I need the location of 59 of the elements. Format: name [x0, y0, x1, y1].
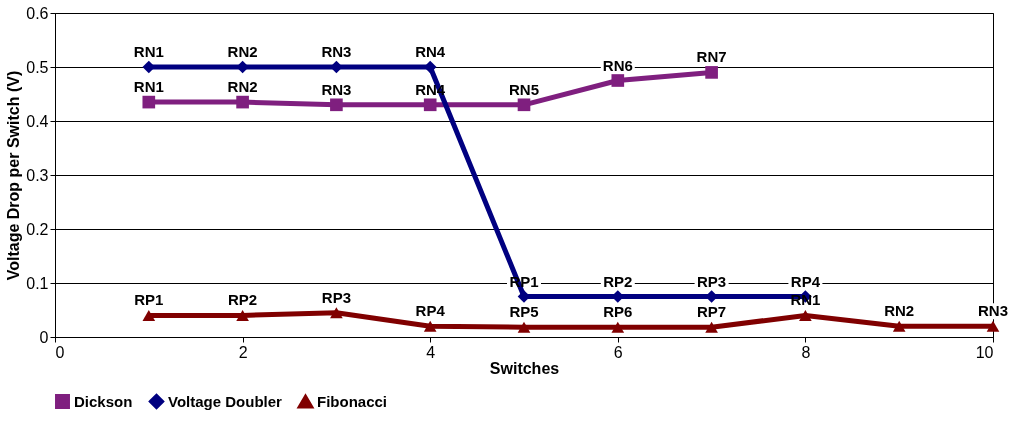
point: [705, 66, 718, 79]
point: [330, 60, 343, 74]
x-tick-label: 8: [801, 343, 811, 361]
annotation: RP1: [134, 291, 164, 309]
legend-label: Fibonacci: [317, 392, 388, 410]
point: [799, 309, 812, 321]
annotation: RP4: [790, 272, 821, 290]
point: [236, 95, 249, 109]
point: [517, 98, 531, 112]
x-tick-label: 10: [975, 343, 994, 361]
point: [611, 74, 625, 87]
annotation: RP4: [415, 302, 446, 320]
legend-label: Dickson: [74, 392, 133, 410]
point: [236, 60, 249, 74]
point: [423, 320, 437, 332]
y-tick-label: 0.5: [26, 58, 49, 76]
annotation: RP3: [697, 272, 727, 290]
annotation: RP5: [509, 303, 539, 321]
annotation: RP2: [603, 272, 633, 290]
annotation: RN3: [321, 80, 352, 98]
point: [142, 309, 156, 321]
y-tick-label: 0.3: [26, 166, 49, 184]
annotation: RN2: [227, 43, 258, 60]
annotation: RN2: [227, 78, 258, 96]
annotation: RN2: [884, 302, 915, 320]
point: [705, 321, 718, 333]
point: [330, 307, 343, 319]
x-axis-title: Switches: [489, 359, 560, 377]
x-tick-label: 6: [613, 343, 623, 361]
x-tick-label: 4: [426, 343, 436, 361]
annotation: RP2: [228, 291, 258, 309]
point: [142, 95, 156, 109]
x-tick-label: 2: [238, 343, 248, 361]
legend-label: Voltage Doubler: [168, 392, 283, 410]
annotation: RP7: [697, 303, 727, 321]
annotation: RN7: [696, 48, 727, 66]
point: [517, 321, 531, 333]
annotation: RN3: [321, 43, 352, 60]
annotation: RN6: [602, 56, 633, 74]
y-tick-label: 0.4: [26, 112, 49, 130]
point: [611, 321, 625, 333]
y-tick-label: 0: [39, 328, 49, 346]
annotation: RP6: [603, 303, 633, 321]
y-tick-label: 0.1: [26, 274, 49, 292]
annotation: RN4: [415, 43, 446, 60]
y-tick-label: 0.2: [26, 220, 49, 238]
point: [986, 320, 1000, 332]
annotation: RN1: [133, 43, 164, 60]
x-tick-label: 0: [55, 343, 65, 361]
point: [892, 320, 906, 332]
annotation: RN1: [133, 78, 164, 96]
annotation: RN5: [508, 80, 540, 98]
annotation: RP3: [321, 288, 351, 306]
y-tick-label: 0.6: [26, 4, 49, 22]
y-axis-title: Voltage Drop per Switch (V): [5, 70, 23, 281]
point: [330, 98, 343, 112]
point: [236, 309, 249, 321]
point: [423, 98, 437, 112]
annotation: RN3: [977, 302, 1009, 320]
